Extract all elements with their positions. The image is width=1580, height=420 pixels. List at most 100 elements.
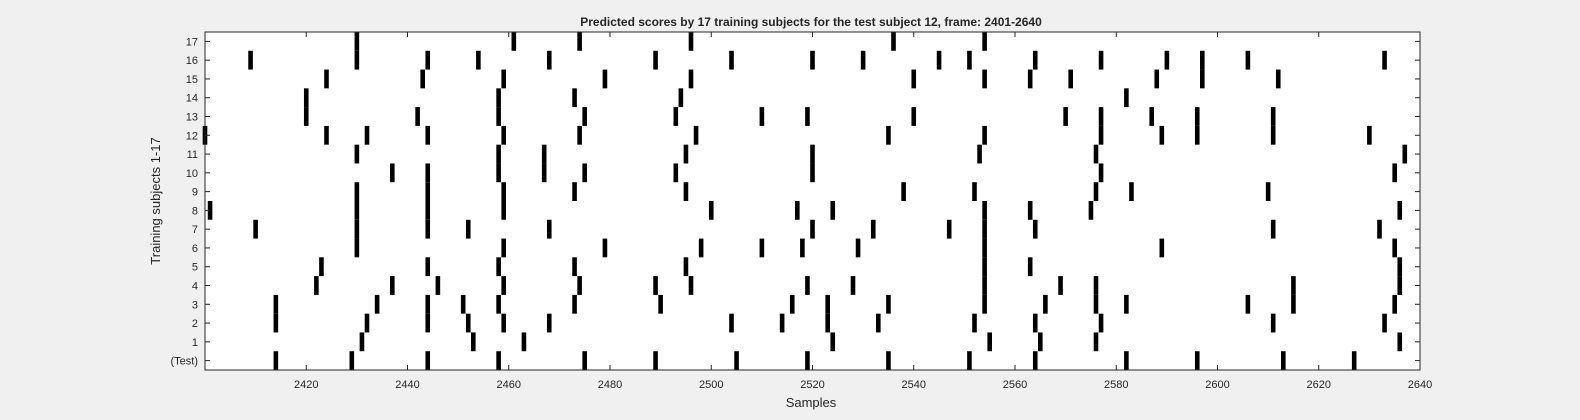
spike-mark	[577, 32, 582, 51]
spike-mark	[653, 351, 658, 370]
spike-mark	[354, 238, 360, 258]
spike-mark	[830, 201, 836, 220]
spike-mark	[354, 144, 360, 164]
y-tick-label: 17	[186, 36, 198, 48]
spike-mark	[1397, 257, 1403, 277]
spike-mark	[1351, 351, 1357, 370]
spike-mark	[501, 313, 506, 333]
spike-mark	[653, 50, 658, 70]
spike-mark	[810, 144, 815, 164]
spike-mark	[572, 257, 577, 277]
spike-mark	[1281, 351, 1286, 370]
x-tick-label: 2420	[294, 379, 318, 391]
spike-mark	[1058, 276, 1063, 295]
spike-mark	[673, 163, 679, 183]
spike-mark	[425, 125, 431, 145]
spike-mark	[708, 201, 714, 220]
spike-mark	[825, 313, 830, 333]
spike-mark	[1382, 50, 1387, 70]
spike-mark	[425, 294, 431, 314]
spike-mark	[683, 144, 689, 164]
spike-mark	[982, 238, 987, 258]
spike-mark	[1245, 50, 1251, 70]
y-tick-label: 15	[186, 74, 198, 86]
spike-mark	[521, 332, 527, 352]
spike-mark	[1291, 294, 1296, 314]
spike-mark	[972, 182, 977, 201]
spike-mark	[1377, 219, 1382, 239]
y-tick-label: 5	[192, 262, 198, 274]
spike-mark	[425, 50, 431, 70]
y-tick-label: 14	[186, 93, 198, 105]
spike-mark	[678, 88, 684, 108]
spike-marks	[202, 32, 1408, 370]
spike-mark	[810, 163, 815, 183]
spike-mark	[789, 294, 795, 314]
spike-mark	[911, 107, 917, 126]
spike-mark	[688, 276, 694, 295]
spike-mark	[734, 351, 739, 370]
spike-mark	[1027, 257, 1033, 277]
spike-mark	[1124, 294, 1129, 314]
spike-mark	[501, 69, 506, 89]
spike-mark	[830, 332, 836, 352]
spike-mark	[1093, 294, 1099, 314]
spike-mark	[1270, 125, 1276, 145]
x-tick-label: 2500	[699, 379, 723, 391]
spike-mark	[465, 313, 471, 333]
spike-mark	[1093, 276, 1099, 295]
spike-mark	[511, 32, 517, 51]
spike-mark	[810, 50, 815, 70]
spike-mark	[876, 313, 881, 333]
spike-mark	[886, 125, 891, 145]
spike-mark	[364, 125, 370, 145]
spike-mark	[324, 69, 329, 89]
spike-mark	[415, 107, 420, 126]
spike-mark	[673, 107, 679, 126]
spike-mark	[901, 182, 906, 201]
spike-mark	[693, 125, 699, 145]
spike-mark	[572, 88, 577, 108]
x-tick-label: 2580	[1104, 379, 1128, 391]
spike-mark	[1032, 219, 1038, 239]
spike-mark	[496, 163, 501, 183]
spike-mark	[359, 332, 365, 352]
spike-mark	[688, 32, 694, 51]
spike-mark	[982, 276, 987, 295]
y-tick-label: 11	[187, 149, 198, 161]
spike-mark	[825, 294, 830, 314]
spike-mark	[425, 201, 431, 220]
spike-mark	[870, 219, 876, 239]
x-tick-label: 2640	[1408, 379, 1432, 391]
y-tick-label: 2	[192, 318, 198, 330]
spike-mark	[425, 219, 431, 239]
x-axis-label: Samples	[786, 395, 837, 410]
spike-mark	[1402, 144, 1408, 164]
x-tick-label: 2460	[497, 379, 521, 391]
spike-mark	[572, 182, 577, 201]
spike-mark	[1027, 69, 1033, 89]
spike-mark	[1027, 201, 1033, 220]
y-tick-label: 16	[186, 55, 198, 67]
spike-mark	[683, 257, 689, 277]
spike-mark	[1291, 276, 1296, 295]
spike-mark	[501, 201, 506, 220]
plot-area	[205, 32, 1420, 370]
spike-mark	[759, 238, 765, 258]
spike-mark	[435, 276, 441, 295]
spike-mark	[541, 144, 547, 164]
spike-mark	[577, 125, 582, 145]
spike-mark	[800, 238, 805, 258]
spike-mark	[354, 219, 360, 239]
spike-mark	[465, 219, 471, 239]
spike-mark	[1245, 294, 1251, 314]
spike-mark	[1392, 163, 1397, 183]
spike-mark	[1068, 69, 1073, 89]
spike-mark	[1194, 351, 1200, 370]
spike-mark	[1392, 294, 1397, 314]
spike-mark	[546, 50, 552, 70]
spike-mark	[354, 32, 360, 51]
x-tick-label: 2620	[1307, 379, 1331, 391]
spike-mark	[977, 144, 982, 164]
spike-mark	[460, 294, 466, 314]
